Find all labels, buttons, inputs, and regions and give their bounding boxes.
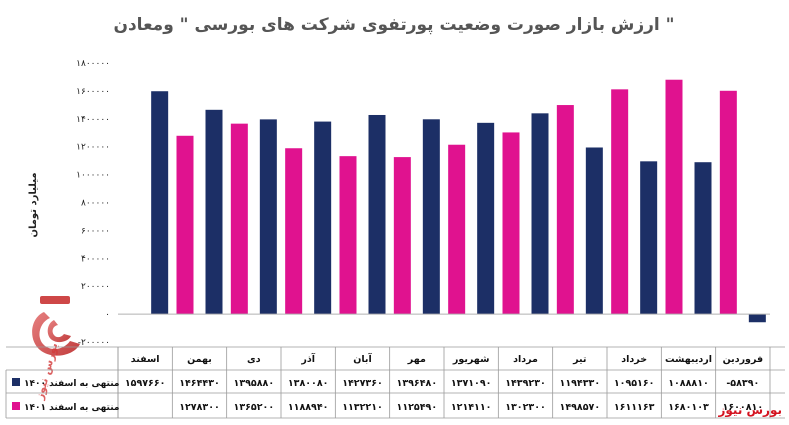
data-label: ۱۳۸۰۰۸۰	[288, 378, 329, 389]
category-label: آذر	[300, 352, 315, 365]
y-axis-ticks: ۱۸۰۰۰۰۰ ۱۶۰۰۰۰۰ ۱۴۰۰۰۰۰ ۱۲۰۰۰۰۰ ۱۰۰۰۰۰۰ ۸۰۰۰۰…	[76, 59, 110, 348]
footer-brand: بورس نیوز	[717, 403, 782, 418]
bar-s1400	[259, 119, 277, 315]
category-label: بهمن	[187, 354, 212, 365]
bar-s1400	[477, 122, 495, 315]
data-label: ۱۰۸۸۸۱۰	[668, 378, 709, 389]
y-tick-label: ۰	[105, 310, 110, 320]
bar-s1401	[719, 90, 737, 315]
y-tick-label: ۱۲۰۰۰۰۰	[76, 143, 110, 153]
bar-s1401	[665, 79, 683, 315]
y-tick-label: ۴۰۰۰۰۰	[81, 254, 110, 264]
data-label: ۱۳۹۶۴۸۰	[397, 378, 438, 389]
bar-s1400	[368, 114, 386, 315]
bar-s1401	[556, 105, 574, 315]
data-label: ۱۳۶۵۲۰۰	[234, 402, 275, 413]
bar-s1401	[285, 148, 303, 315]
y-tick-label: ۱۴۰۰۰۰۰	[76, 115, 110, 125]
category-label: مهر	[407, 354, 426, 365]
data-label: ۱۱۸۸۹۴۰	[288, 402, 329, 413]
data-label: ۱۳۹۵۸۸۰	[234, 378, 275, 389]
y-tick-label: ۱۸۰۰۰۰۰	[76, 59, 110, 69]
category-label: شهریور	[452, 354, 490, 365]
data-label: ۱۱۲۵۴۹۰	[397, 402, 438, 413]
data-table: فروردین اردیبهشت خرداد تیر مرداد شهریور مهر آبا…	[5, 346, 785, 419]
data-label: ۱۶۸۰۱۰۳	[668, 402, 709, 413]
data-label: ۱۶۱۱۱۶۳	[614, 402, 655, 413]
bar-s1401	[393, 157, 411, 315]
data-label: ۱۳۷۱۰۹۰	[451, 378, 492, 389]
bar-s1400	[531, 113, 549, 315]
bar-s1400	[151, 91, 169, 315]
bar-s1401	[502, 132, 520, 315]
category-label: اسفند	[131, 354, 160, 365]
y-tick-label: ۲۰۰۰۰۰	[81, 282, 110, 292]
category-label: اردیبهشت	[665, 354, 712, 365]
data-label: ۱۶۰۰۸۱۰	[723, 402, 764, 413]
category-label: فروردین	[723, 354, 764, 365]
y-tick-label: ۱۶۰۰۰۰۰	[76, 87, 110, 97]
bar-s1400	[314, 121, 332, 315]
data-label: ۱۵۹۷۶۶۰	[125, 378, 166, 389]
data-label: ۱۴۶۴۴۳۰	[179, 378, 220, 389]
bar-s1401	[611, 89, 629, 315]
data-label: ۱۴۹۸۵۷۰	[560, 402, 601, 413]
bar-s1400	[585, 147, 603, 315]
bar-s1400	[748, 314, 766, 323]
chart-title: ارزش بازار صورت وضعیت پورتفوی شرکت های ب…	[113, 15, 674, 35]
bar-s1400	[694, 162, 712, 315]
category-label: خرداد	[621, 354, 647, 365]
data-label: ۱۴۲۷۳۶۰	[342, 378, 383, 389]
category-label: تیر	[572, 354, 586, 365]
bars	[151, 79, 766, 323]
legend-label: منتهی به اسفند ۱۴۰۱	[24, 403, 119, 413]
y-tick-label: ۶۰۰۰۰۰	[81, 226, 110, 236]
bar-s1400	[640, 161, 658, 315]
watermark-logo	[32, 296, 80, 356]
legend-swatch	[12, 402, 20, 410]
bar-s1401	[176, 135, 194, 315]
y-axis-label: میلیارد تومان	[28, 172, 39, 237]
y-tick-label: ۸۰۰۰۰۰	[81, 199, 110, 209]
data-label: ۱۰۹۵۱۶۰	[614, 378, 655, 389]
data-label: ۱۲۱۴۱۱۰	[451, 402, 492, 413]
data-label: ۱۱۳۲۲۱۰	[342, 402, 383, 413]
y-tick-label: ۱۰۰۰۰۰۰	[76, 171, 110, 181]
category-label: مرداد	[513, 354, 538, 365]
bar-s1401	[339, 156, 357, 315]
legend-label: منتهی به اسفند ۱۴۰۰	[24, 379, 119, 389]
data-label: ۱۲۷۸۳۰۰	[179, 402, 220, 413]
data-label: -۵۸۳۹۰	[726, 378, 759, 389]
bar-s1400	[205, 109, 223, 315]
data-label: ۱۴۳۹۲۳۰	[505, 378, 546, 389]
data-label: ۱۳۰۲۳۰۰	[505, 402, 546, 413]
category-label: دی	[247, 354, 261, 365]
bar-s1401	[230, 123, 248, 315]
y-tick-label: -۲۰۰۰۰۰	[78, 338, 110, 348]
data-label: ۱۱۹۴۳۳۰	[560, 378, 601, 389]
category-label: آبان	[353, 352, 372, 365]
bar-s1401	[448, 144, 466, 315]
legend-swatch	[12, 378, 20, 386]
bar-s1400	[422, 119, 440, 315]
